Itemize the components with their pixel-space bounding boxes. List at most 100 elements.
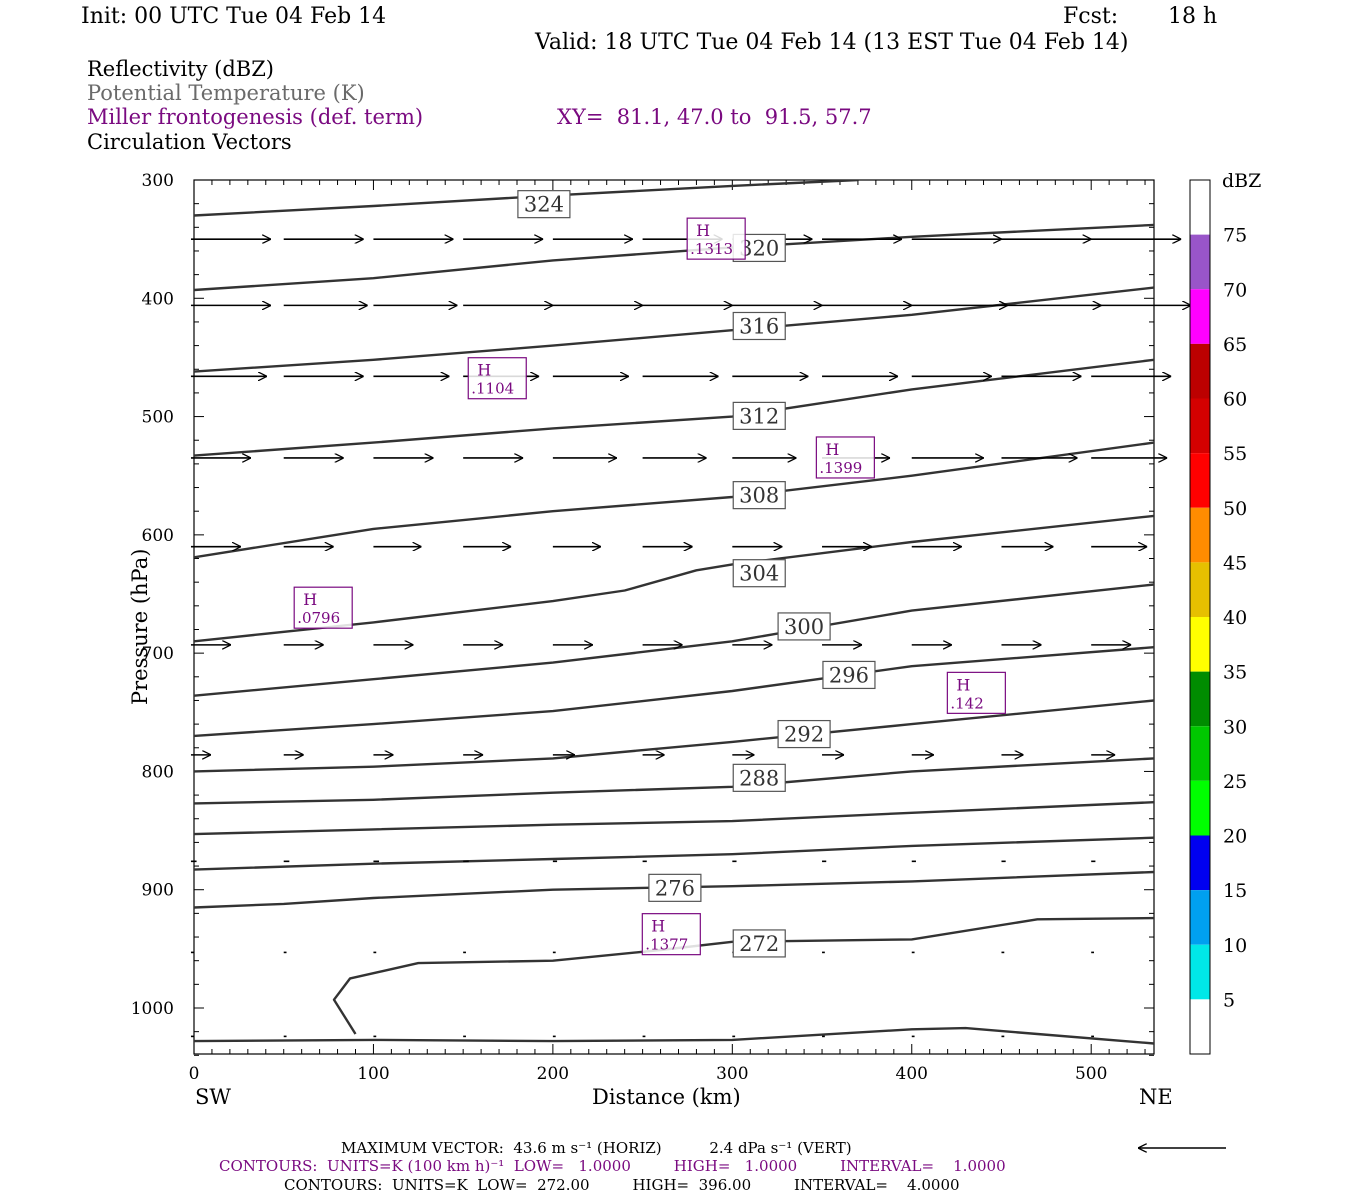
colorbar-segment — [1190, 835, 1210, 891]
colorbar-segment — [1190, 180, 1210, 235]
cross-section-endpoints: XY= 81.1, 47.0 to 91.5, 57.7 — [557, 105, 872, 129]
theta-contour-284 — [194, 801, 1154, 836]
colorbar-segment — [1190, 944, 1210, 1000]
colorbar-label: 65 — [1223, 334, 1247, 356]
y-tick-label: 300 — [142, 171, 174, 191]
theta-contour-304 — [194, 514, 1154, 643]
y-tick-label: 900 — [142, 881, 174, 901]
y-tick-label: 800 — [142, 762, 174, 782]
colorbar-segment — [1190, 234, 1210, 290]
frontogenesis-high-label: H — [477, 361, 491, 380]
y-tick-label: 700 — [142, 644, 174, 664]
colorbar-segment — [1190, 343, 1210, 399]
contour-label-320: 320 — [739, 236, 779, 260]
colorbar-label: 75 — [1223, 225, 1247, 247]
colorbar-segment — [1190, 507, 1210, 563]
theta-contour-info: CONTOURS: UNITS=K LOW= 272.00 HIGH= 396.… — [284, 1176, 960, 1194]
y-tick-label: 500 — [142, 408, 174, 428]
x-tick-label: 300 — [716, 1064, 748, 1084]
frontogenesis-value: .1377 — [645, 936, 688, 954]
contour-label-box — [732, 311, 786, 341]
frontogenesis-value: .142 — [950, 694, 983, 712]
theta-contour-296 — [194, 646, 1154, 738]
colorbar-segment — [1190, 562, 1210, 617]
colorbar-segment — [1190, 671, 1210, 727]
theta-contour-312 — [194, 358, 1154, 457]
contour-label-324: 324 — [524, 193, 564, 217]
y-axis-label: Pressure (hPa) — [128, 548, 152, 705]
colorbar-label: 55 — [1223, 443, 1247, 465]
colorbar-label: 30 — [1223, 716, 1247, 738]
contour-label-box — [777, 612, 831, 641]
contour-label-box — [777, 719, 831, 749]
colorbar-label: 5 — [1223, 989, 1235, 1011]
colorbar-segment — [1190, 617, 1210, 672]
contour-label-box — [822, 660, 876, 690]
contour-label-box — [517, 190, 571, 219]
contour-label-300: 300 — [784, 615, 824, 639]
colorbar-segment — [1190, 289, 1210, 344]
frontogenesis-high-label: H — [956, 675, 970, 694]
frontogenesis-box — [815, 436, 875, 479]
colorbar-label: 50 — [1223, 498, 1247, 520]
y-tick-label: 1000 — [131, 999, 174, 1019]
contour-label-272: 272 — [739, 932, 779, 956]
theta-contour-268 — [194, 1026, 1154, 1045]
colorbar-label: 40 — [1223, 607, 1247, 629]
x-tick-label: 100 — [357, 1064, 389, 1084]
frontogenesis-box — [686, 217, 746, 260]
frontogenesis-value: .1399 — [819, 459, 862, 477]
colorbar-segment — [1190, 999, 1210, 1054]
frontogenesis-value: .1313 — [690, 240, 733, 258]
frontogenesis-box — [467, 357, 527, 400]
theta-contour-308 — [194, 441, 1154, 559]
plot-frame — [193, 179, 1155, 1055]
colorbar-title: dBZ — [1222, 170, 1261, 192]
contour-label-box — [732, 401, 786, 430]
contour-label-288: 288 — [739, 766, 779, 790]
frontogenesis-box — [946, 671, 1006, 714]
field-theta: Potential Temperature (K) — [87, 81, 365, 105]
theta-contour-280 — [194, 836, 1154, 871]
frontogenesis-high-label: H — [651, 917, 665, 936]
contour-label-308: 308 — [739, 484, 779, 508]
frontogenesis-high-label: H — [303, 590, 317, 609]
forecast-label: Fcst: — [1063, 4, 1119, 29]
colorbar-segment — [1190, 890, 1210, 945]
colorbar-segment — [1190, 780, 1210, 836]
colorbar-label: 20 — [1223, 826, 1247, 848]
contour-label-box — [732, 763, 786, 792]
theta-contour-316 — [194, 286, 1154, 373]
frontogenesis-value: .1104 — [471, 380, 514, 398]
frontogenesis-high-label: H — [825, 440, 839, 459]
contour-label-box — [732, 559, 786, 588]
colorbar-label: 60 — [1223, 389, 1247, 411]
colorbar-segment — [1190, 398, 1210, 454]
theta-contour-288 — [194, 757, 1154, 805]
contour-label-296: 296 — [829, 663, 869, 687]
contour-label-304: 304 — [739, 562, 779, 586]
x-axis-label: Distance (km) — [592, 1085, 741, 1109]
colorbar-segment — [1190, 453, 1210, 508]
theta-contour-300 — [194, 583, 1154, 697]
plot-layer: 0 100 200 300 400 500 300 400 500 600 700 800 900 100… — [131, 170, 1261, 1148]
theta-contour-292 — [194, 699, 1154, 773]
frontogenesis-value: .0796 — [297, 609, 340, 627]
contour-label-box — [732, 481, 786, 510]
forecast-hour: 18 h — [1168, 4, 1218, 29]
fronto-contour-info: CONTOURS: UNITS=K (100 km h)⁻¹ LOW= 1.00… — [219, 1157, 1006, 1175]
theta-contour-276 — [194, 870, 1154, 909]
colorbar-frame — [1189, 179, 1211, 1055]
contour-label-box — [648, 873, 702, 902]
theta-contour-320 — [194, 223, 1154, 292]
colorbar-label: 45 — [1223, 552, 1247, 574]
x-tick-label: 500 — [1075, 1064, 1107, 1084]
x-tick-label: 200 — [537, 1064, 569, 1084]
colorbar-label: 10 — [1223, 935, 1247, 957]
init-time: Init: 00 UTC Tue 04 Feb 14 — [81, 4, 387, 29]
colorbar-label: 15 — [1223, 880, 1247, 902]
frontogenesis-box — [293, 586, 353, 629]
contour-label-292: 292 — [784, 723, 824, 747]
field-reflectivity: Reflectivity (dBZ) — [87, 57, 275, 81]
